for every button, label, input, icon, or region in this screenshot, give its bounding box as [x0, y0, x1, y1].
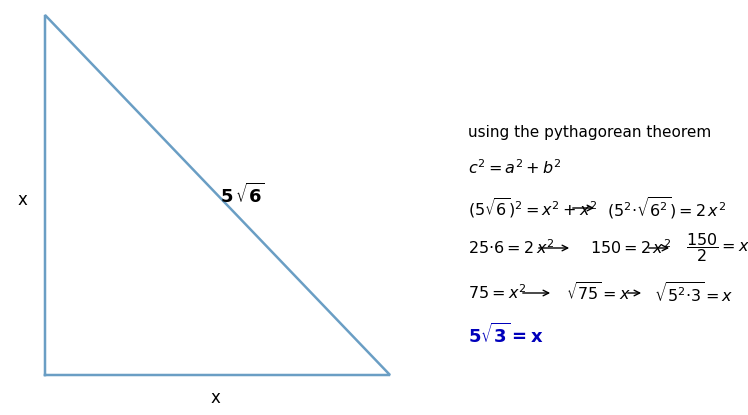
Text: $\sqrt{5^2{\cdot}3}=x$: $\sqrt{5^2{\cdot}3}=x$: [654, 281, 734, 305]
Text: $\mathbf{5\sqrt{3}=x}$: $\mathbf{5\sqrt{3}=x}$: [468, 323, 544, 347]
Text: $\dfrac{150}{2}=x^2$: $\dfrac{150}{2}=x^2$: [686, 232, 748, 264]
Text: $\mathbf{5\,\sqrt{6}}$: $\mathbf{5\,\sqrt{6}}$: [220, 183, 265, 207]
Text: $\sqrt{75}=x$: $\sqrt{75}=x$: [566, 282, 631, 304]
Text: $(5^2{\cdot}\sqrt{6^2})=2\,x^2$: $(5^2{\cdot}\sqrt{6^2})=2\,x^2$: [607, 195, 726, 221]
Text: $(5\sqrt{6})^2=x^2+x^2$: $(5\sqrt{6})^2=x^2+x^2$: [468, 196, 598, 220]
Text: $150=2\,x^2$: $150=2\,x^2$: [590, 239, 671, 257]
Text: x: x: [210, 389, 220, 407]
Text: x: x: [17, 191, 27, 209]
Text: $75=x^2$: $75=x^2$: [468, 283, 526, 303]
Text: $c^2=a^2+b^2$: $c^2=a^2+b^2$: [468, 159, 562, 177]
Text: using the pythagorean theorem: using the pythagorean theorem: [468, 125, 711, 141]
Text: $25{\cdot}6=2\,x^2$: $25{\cdot}6=2\,x^2$: [468, 239, 554, 257]
